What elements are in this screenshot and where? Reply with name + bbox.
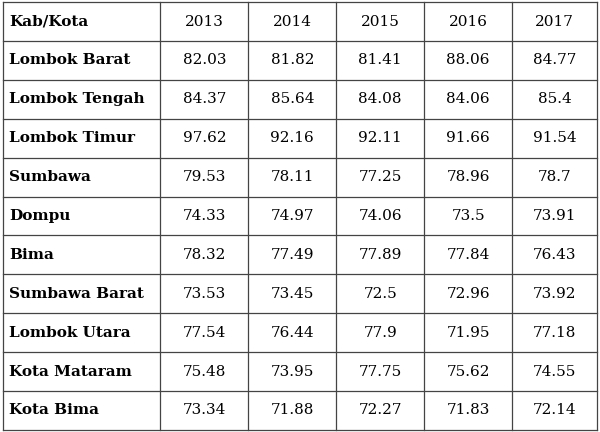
Text: 77.49: 77.49	[271, 248, 314, 262]
Text: 74.97: 74.97	[271, 209, 314, 223]
Text: 73.45: 73.45	[271, 287, 314, 301]
Text: 77.89: 77.89	[359, 248, 402, 262]
Text: 77.25: 77.25	[359, 170, 402, 184]
Text: 75.48: 75.48	[182, 365, 226, 378]
Text: 85.64: 85.64	[271, 92, 314, 106]
Text: 84.77: 84.77	[533, 54, 576, 67]
Text: 2014: 2014	[273, 15, 312, 29]
Text: 88.06: 88.06	[446, 54, 490, 67]
Text: 92.11: 92.11	[358, 131, 402, 145]
Text: 2013: 2013	[185, 15, 224, 29]
Text: 78.32: 78.32	[182, 248, 226, 262]
Text: 74.06: 74.06	[358, 209, 402, 223]
Text: 75.62: 75.62	[446, 365, 490, 378]
Text: 97.62: 97.62	[182, 131, 226, 145]
Text: 77.54: 77.54	[182, 326, 226, 340]
Text: 77.18: 77.18	[533, 326, 576, 340]
Text: 85.4: 85.4	[538, 92, 571, 106]
Text: 81.82: 81.82	[271, 54, 314, 67]
Text: 84.06: 84.06	[446, 92, 490, 106]
Text: 84.08: 84.08	[358, 92, 402, 106]
Text: 73.92: 73.92	[533, 287, 576, 301]
Text: 77.84: 77.84	[446, 248, 490, 262]
Text: Lombok Timur: Lombok Timur	[9, 131, 135, 145]
Text: 92.16: 92.16	[271, 131, 314, 145]
Text: 72.96: 72.96	[446, 287, 490, 301]
Text: 72.14: 72.14	[533, 403, 577, 417]
Text: 76.44: 76.44	[271, 326, 314, 340]
Text: Kota Mataram: Kota Mataram	[9, 365, 132, 378]
Text: Kota Bima: Kota Bima	[9, 403, 99, 417]
Text: 81.41: 81.41	[358, 54, 402, 67]
Text: 79.53: 79.53	[182, 170, 226, 184]
Text: 74.33: 74.33	[182, 209, 226, 223]
Text: 78.96: 78.96	[446, 170, 490, 184]
Text: Lombok Barat: Lombok Barat	[9, 54, 130, 67]
Text: 78.7: 78.7	[538, 170, 571, 184]
Text: 73.95: 73.95	[271, 365, 314, 378]
Text: 71.88: 71.88	[271, 403, 314, 417]
Text: 73.91: 73.91	[533, 209, 576, 223]
Text: 2015: 2015	[361, 15, 400, 29]
Text: 76.43: 76.43	[533, 248, 576, 262]
Text: Lombok Tengah: Lombok Tengah	[9, 92, 145, 106]
Text: 84.37: 84.37	[182, 92, 226, 106]
Text: Sumbawa: Sumbawa	[9, 170, 91, 184]
Text: 91.54: 91.54	[533, 131, 577, 145]
Text: Sumbawa Barat: Sumbawa Barat	[9, 287, 144, 301]
Text: 82.03: 82.03	[182, 54, 226, 67]
Text: 73.34: 73.34	[182, 403, 226, 417]
Text: 72.5: 72.5	[364, 287, 397, 301]
Text: 77.75: 77.75	[359, 365, 402, 378]
Text: 72.27: 72.27	[358, 403, 402, 417]
Text: 74.55: 74.55	[533, 365, 576, 378]
Text: Lombok Utara: Lombok Utara	[9, 326, 131, 340]
Text: 2017: 2017	[535, 15, 574, 29]
Text: 71.95: 71.95	[446, 326, 490, 340]
Text: 91.66: 91.66	[446, 131, 490, 145]
Text: 77.9: 77.9	[364, 326, 397, 340]
Text: Dompu: Dompu	[9, 209, 70, 223]
Text: 2016: 2016	[449, 15, 488, 29]
Text: 78.11: 78.11	[271, 170, 314, 184]
Text: 71.83: 71.83	[446, 403, 490, 417]
Text: Kab/Kota: Kab/Kota	[9, 15, 88, 29]
Text: 73.5: 73.5	[451, 209, 485, 223]
Text: 73.53: 73.53	[183, 287, 226, 301]
Text: Bima: Bima	[9, 248, 54, 262]
